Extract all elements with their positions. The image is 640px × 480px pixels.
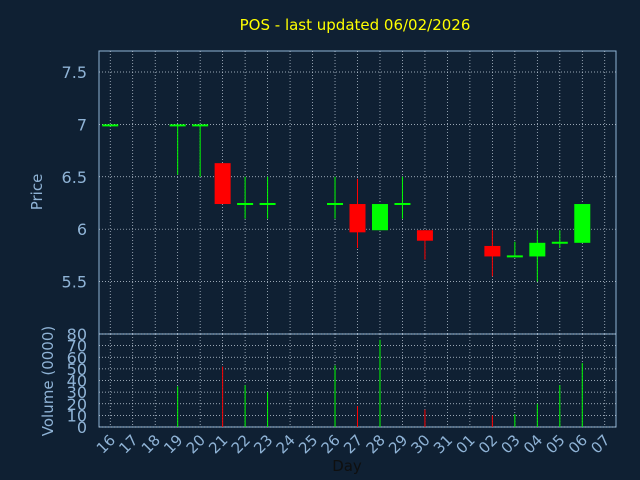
candle-body [484,245,501,257]
volume-tick-label: 60 [67,348,87,367]
volume-tick-label: 80 [67,325,87,344]
price-tick-label: 6.5 [62,168,87,187]
candle-body [529,242,546,257]
price-axis-label: Price [28,174,46,211]
volume-tick-label: 30 [67,383,87,402]
price-tick-label: 7 [77,115,87,134]
volume-tick-label: 70 [67,337,87,356]
x-axis-label: Day [332,457,362,475]
price-tick-label: 6 [77,220,87,239]
volume-tick-label: 10 [67,406,87,425]
x-axis: 1617181920212223242526272829303101020304… [93,431,614,457]
chart-title: POS - last updated 06/02/2026 [240,16,471,34]
candle-body [416,230,433,241]
volume-tick-label: 40 [67,372,87,391]
volume-tick-label: 20 [67,395,87,414]
volume-tick-label: 0 [77,418,87,437]
volume-axis-label: Volume (0000) [39,326,57,436]
candle-body [214,163,231,205]
candle-body [574,204,591,243]
candle-body [371,204,388,231]
price-tick-label: 5.5 [62,273,87,292]
volume-tick-label: 50 [67,360,87,379]
candle-body [349,204,366,233]
price-tick-label: 7.5 [62,63,87,82]
price-panel: 7.5 7 6.5 6 5.5 [62,50,617,335]
